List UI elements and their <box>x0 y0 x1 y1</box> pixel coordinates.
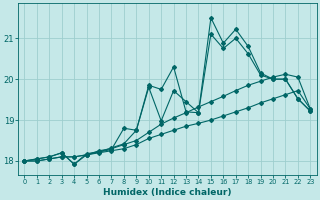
X-axis label: Humidex (Indice chaleur): Humidex (Indice chaleur) <box>103 188 232 197</box>
